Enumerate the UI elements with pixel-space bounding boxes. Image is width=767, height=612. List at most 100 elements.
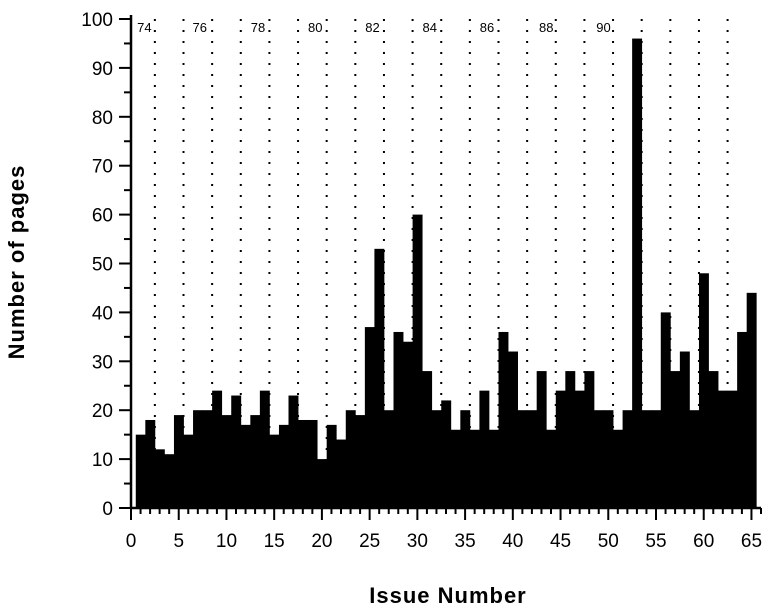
bar: [746, 292, 757, 508]
bar: [584, 371, 595, 508]
bar: [603, 410, 614, 508]
year-label: 84: [423, 20, 437, 35]
year-label: 74: [137, 20, 151, 35]
bar: [364, 327, 375, 508]
bar: [708, 371, 719, 508]
year-label: 88: [539, 20, 553, 35]
bar: [193, 410, 203, 508]
bar: [269, 434, 280, 508]
bar: [555, 390, 566, 508]
bar: [488, 429, 499, 508]
bar: [727, 390, 738, 508]
y-tick-label: 0: [102, 499, 113, 520]
bar: [517, 410, 528, 508]
bar: [651, 410, 662, 508]
x-tick-label: 45: [550, 531, 571, 552]
bar: [173, 415, 184, 508]
bar: [431, 410, 442, 508]
year-label: 78: [251, 20, 265, 35]
bar: [450, 429, 461, 508]
bar: [145, 419, 156, 508]
x-axis-title: Issue Number: [369, 583, 527, 608]
bar: [641, 410, 652, 508]
bar: [498, 331, 509, 508]
bar: [698, 273, 709, 508]
bar: [135, 434, 146, 508]
x-tick-label: 35: [455, 531, 476, 552]
y-tick-label: 70: [92, 157, 113, 178]
bar: [183, 434, 194, 508]
x-tick-label: 20: [311, 531, 332, 552]
bar: [412, 214, 423, 508]
bar: [718, 390, 728, 508]
bar: [298, 419, 308, 508]
x-tick-label: 25: [359, 531, 380, 552]
bar: [403, 341, 413, 508]
bar: [527, 410, 538, 508]
year-labels: 74 76 78 80 82 84 86 88 90: [137, 20, 611, 35]
tick-labels: 0 10 20 30 40 50 60 70 80 90 100 0 5 10 15 20 25 30 35 40 45…: [81, 10, 762, 552]
year-label: 86: [480, 20, 494, 35]
bar: [355, 415, 366, 508]
y-axis-title: Number of pages: [4, 165, 29, 360]
bar: [613, 429, 623, 508]
bar: [307, 419, 318, 508]
bar: [469, 429, 480, 508]
bar: [240, 424, 251, 508]
y-tick-label: 30: [92, 352, 113, 373]
bar: [288, 395, 299, 508]
x-tick-label: 5: [173, 531, 184, 552]
bar: [164, 454, 175, 508]
bar: [393, 331, 404, 508]
bar: [460, 410, 471, 508]
bar: [345, 410, 356, 508]
x-tick-label: 65: [741, 531, 762, 552]
x-tick-label: 30: [407, 531, 428, 552]
year-label: 82: [365, 20, 379, 35]
x-tick-label: 50: [598, 531, 619, 552]
bar: [660, 312, 671, 508]
bar: [422, 371, 433, 508]
bar: [670, 371, 681, 508]
y-tick-label: 10: [92, 450, 113, 471]
x-tick-label: 60: [693, 531, 714, 552]
bar: [574, 390, 585, 508]
year-label: 90: [596, 20, 610, 35]
y-tick-label: 90: [92, 59, 113, 80]
x-tick-label: 55: [645, 531, 666, 552]
bar: [679, 351, 690, 508]
bar: [317, 459, 328, 508]
bar: [250, 415, 261, 508]
bar: [278, 424, 289, 508]
x-tick-label: 15: [264, 531, 285, 552]
x-tick-label: 0: [126, 531, 137, 552]
bar: [689, 410, 700, 508]
bar: [231, 395, 242, 508]
x-tick-label: 10: [216, 531, 237, 552]
bar: [326, 424, 337, 508]
bar: [632, 38, 643, 509]
bar: [536, 371, 547, 508]
bar: [259, 390, 270, 508]
bar: [336, 439, 347, 508]
year-label: 80: [308, 20, 322, 35]
bar: [441, 400, 452, 508]
y-tick-label: 100: [81, 10, 113, 31]
bar: [593, 410, 604, 508]
bar: [479, 390, 490, 508]
bars: [135, 38, 757, 509]
y-tick-label: 80: [92, 108, 113, 129]
axes: [119, 15, 762, 520]
bar: [154, 449, 165, 508]
bar: [508, 351, 518, 508]
y-tick-label: 60: [92, 206, 113, 227]
bar: [374, 248, 385, 508]
y-tick-label: 40: [92, 303, 113, 324]
bar: [212, 390, 223, 508]
bar: [221, 415, 232, 508]
y-tick-label: 20: [92, 401, 113, 422]
bar: [622, 410, 633, 508]
bar: [202, 410, 213, 508]
bar: [546, 429, 557, 508]
